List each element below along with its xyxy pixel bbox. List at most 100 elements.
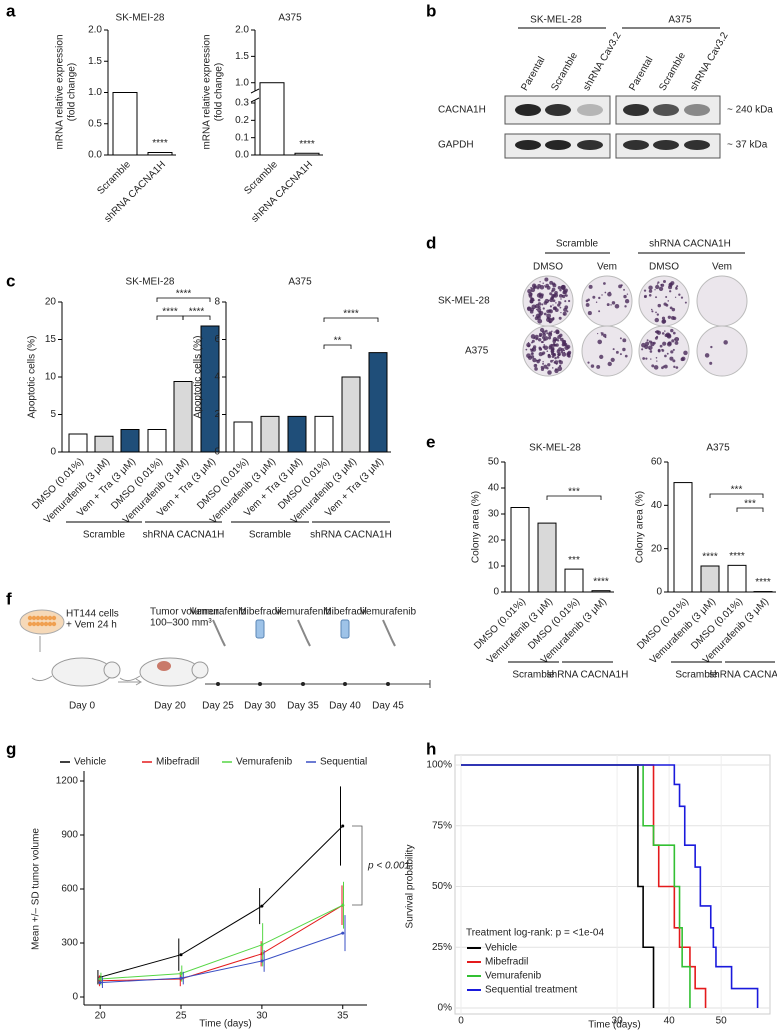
colony bbox=[674, 337, 679, 342]
colony bbox=[601, 332, 604, 335]
legend-label: Vehicle bbox=[485, 943, 518, 954]
colony bbox=[657, 303, 662, 308]
y-axis-label: Colony area (%) bbox=[471, 491, 482, 563]
colony bbox=[543, 312, 547, 316]
colony bbox=[543, 336, 549, 341]
significance: *** bbox=[568, 487, 580, 498]
x-tick-label: 25 bbox=[175, 1011, 187, 1022]
tumor-label: Tumor volumen: bbox=[150, 607, 222, 618]
colony bbox=[531, 339, 535, 343]
colony bbox=[645, 357, 648, 360]
colony bbox=[554, 339, 556, 341]
x-tick-label: 30 bbox=[256, 1011, 268, 1022]
cell bbox=[39, 621, 45, 627]
colony bbox=[672, 331, 676, 335]
y-tick-label: 10 bbox=[488, 561, 500, 572]
bar bbox=[314, 415, 334, 453]
significance: **** bbox=[702, 552, 718, 563]
colony bbox=[529, 310, 534, 314]
colony bbox=[661, 332, 665, 335]
bar bbox=[294, 152, 320, 156]
y-tick-label: 0 bbox=[656, 587, 662, 598]
x-tick-label: 0 bbox=[458, 1016, 464, 1027]
x-axis-label: Time (days) bbox=[588, 1020, 640, 1031]
colony bbox=[603, 282, 606, 285]
colony bbox=[551, 367, 554, 369]
bracket bbox=[352, 825, 363, 906]
colony bbox=[554, 368, 559, 374]
colony bbox=[661, 316, 666, 320]
significance: *** bbox=[744, 499, 756, 510]
y-tick-label: 2 bbox=[214, 409, 220, 420]
colony bbox=[561, 352, 567, 357]
colony bbox=[624, 354, 628, 358]
cell-line: A375 bbox=[465, 346, 489, 357]
colony bbox=[560, 298, 562, 300]
colony bbox=[648, 345, 653, 351]
colony bbox=[656, 360, 658, 362]
cells-label: HT144 cells bbox=[66, 609, 119, 620]
colony bbox=[534, 367, 538, 371]
legend-label: Vemurafenib bbox=[236, 757, 293, 768]
colony bbox=[548, 332, 553, 337]
colony bbox=[653, 365, 659, 370]
cell bbox=[43, 621, 49, 627]
colony bbox=[566, 353, 571, 358]
colony bbox=[538, 334, 542, 338]
colony bbox=[667, 300, 670, 302]
colony bbox=[532, 314, 535, 317]
colony bbox=[556, 355, 560, 359]
point bbox=[341, 931, 345, 935]
colony bbox=[655, 330, 660, 334]
colony bbox=[562, 341, 567, 347]
colony bbox=[546, 313, 552, 319]
colony bbox=[535, 308, 538, 311]
bracket bbox=[156, 297, 211, 302]
day-label: Day 25 bbox=[202, 701, 234, 712]
cell bbox=[47, 615, 53, 621]
colony bbox=[540, 340, 543, 344]
point bbox=[179, 976, 183, 980]
chart-title: SK-MEI-28 bbox=[126, 277, 175, 288]
colony bbox=[651, 310, 654, 313]
chart-title: A375 bbox=[278, 13, 302, 24]
colony bbox=[533, 337, 536, 340]
y-tick-label: 0 bbox=[72, 992, 78, 1003]
cell bbox=[31, 621, 37, 627]
y-tick-label: 10 bbox=[45, 372, 57, 383]
colony bbox=[559, 306, 562, 309]
colony bbox=[559, 289, 562, 292]
panel-label: a bbox=[6, 1, 16, 20]
colony bbox=[542, 307, 545, 310]
y-tick-label: 1200 bbox=[56, 776, 79, 787]
colony bbox=[537, 338, 542, 342]
colony bbox=[529, 348, 532, 351]
colony bbox=[542, 333, 546, 337]
colony bbox=[654, 289, 656, 291]
colony bbox=[660, 283, 665, 287]
colony bbox=[655, 284, 660, 290]
group-label: Scramble bbox=[83, 530, 126, 541]
y-tick-label: 30 bbox=[488, 509, 500, 520]
colony bbox=[620, 284, 623, 287]
syringe bbox=[212, 619, 226, 647]
lane-label: shRNA Cav3.2 bbox=[581, 30, 624, 93]
bar bbox=[260, 415, 280, 453]
colony bbox=[550, 359, 553, 363]
colony bbox=[619, 337, 622, 340]
colony bbox=[545, 329, 548, 333]
colony bbox=[552, 294, 555, 297]
colony bbox=[655, 311, 657, 314]
colony bbox=[619, 353, 622, 356]
colony bbox=[678, 293, 681, 296]
y-tick-label: 40 bbox=[651, 500, 663, 511]
colony bbox=[622, 338, 627, 343]
colony bbox=[704, 353, 710, 358]
cell bbox=[35, 615, 41, 621]
significance: ** bbox=[334, 336, 342, 347]
colony bbox=[604, 336, 607, 339]
colony bbox=[642, 357, 646, 360]
panel-label: g bbox=[6, 739, 16, 758]
y-tick-label: 2.0 bbox=[88, 25, 102, 36]
